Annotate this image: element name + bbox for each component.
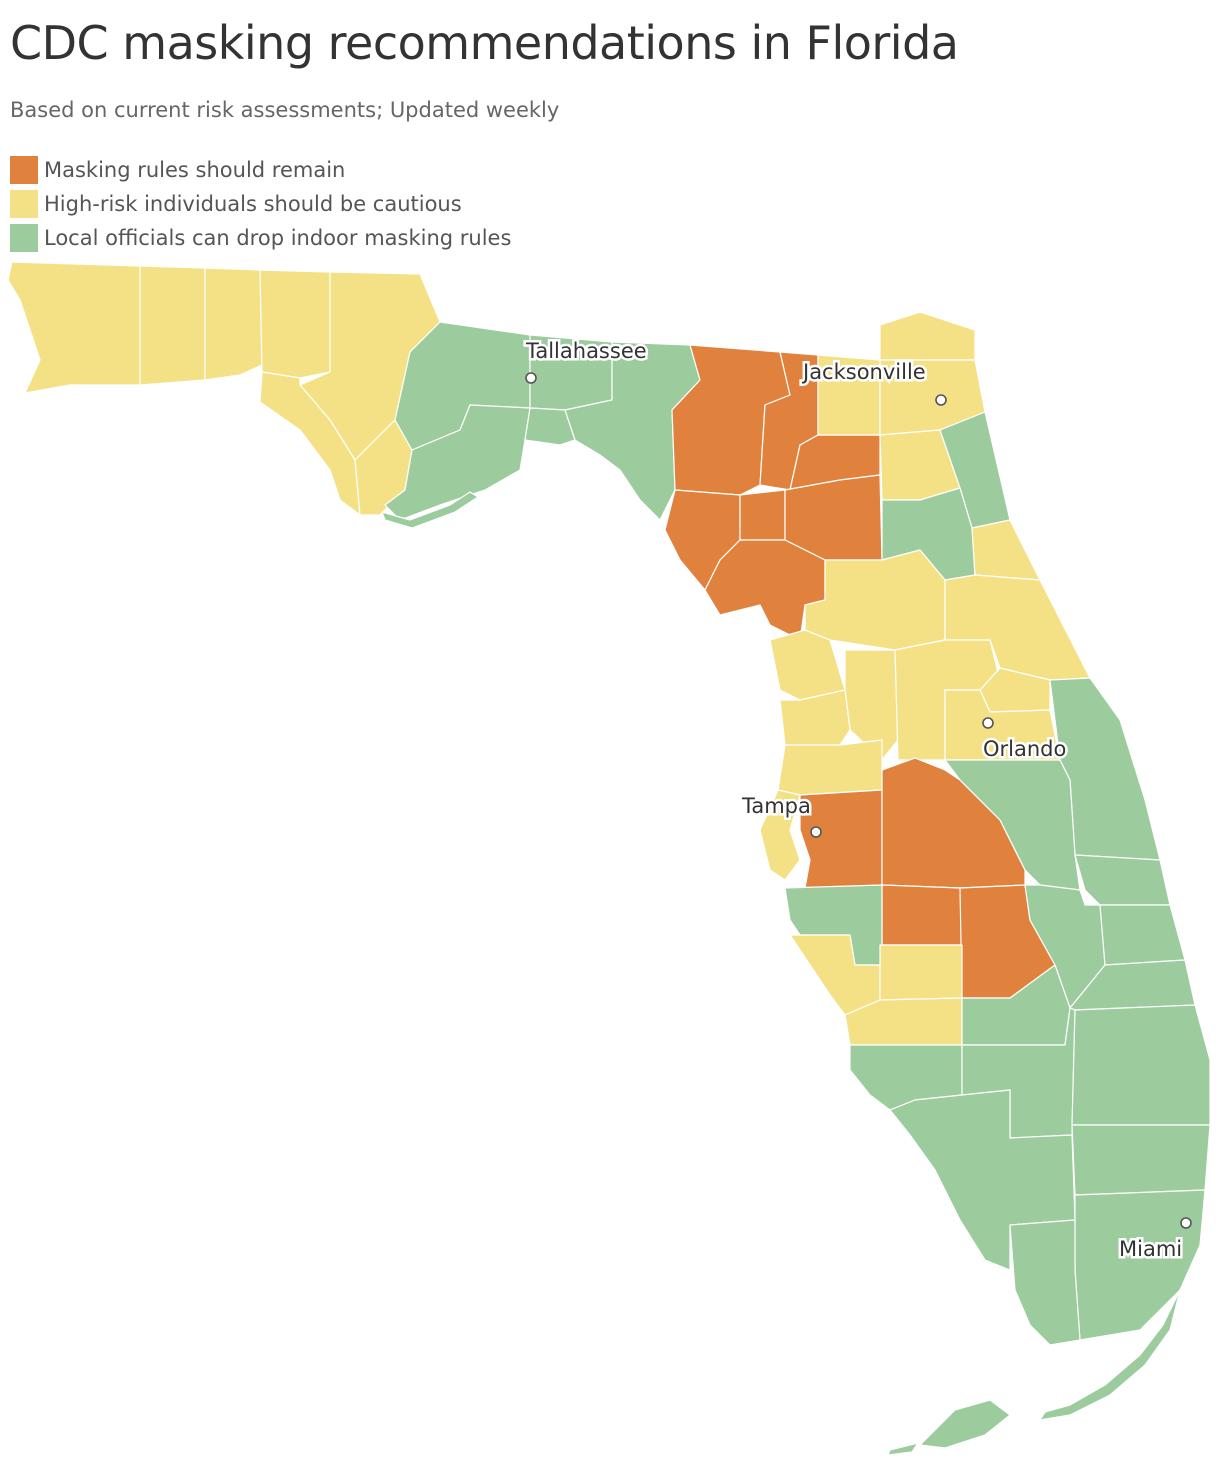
city-dot-miami (1180, 1217, 1192, 1229)
county-indian-river (1074, 854, 1171, 906)
page-subtitle: Based on current risk assessments; Updat… (10, 98, 560, 122)
county-escambia (7, 261, 141, 394)
city-label-orlando: Orlando (983, 737, 1066, 761)
county-walton (259, 269, 331, 379)
city-dot-jacksonville (935, 394, 947, 406)
county-pinellas (759, 789, 801, 881)
legend-label-drop: Local officials can drop indoor masking … (44, 226, 512, 250)
city-dot-tallahassee (525, 372, 537, 384)
city-dot-orlando (982, 717, 994, 729)
county-st-lucie (1099, 904, 1186, 966)
county-broward (1071, 1124, 1211, 1196)
city-dot-tampa (810, 826, 822, 838)
legend-item-cautious: High-risk individuals should be cautious (10, 187, 511, 221)
county-hillsborough (799, 789, 883, 889)
county-wakulla (524, 407, 576, 446)
key-west-island (919, 1399, 1011, 1449)
city-label-miami: Miami (1119, 1237, 1182, 1261)
legend-swatch-remain (10, 156, 38, 184)
county-miami-dade (1074, 1189, 1206, 1341)
legend-label-cautious: High-risk individuals should be cautious (44, 192, 462, 216)
county-hardee (881, 884, 963, 946)
legend: Masking rules should remain High-risk in… (10, 153, 511, 255)
county-hernando (779, 689, 851, 746)
county-nassau (879, 311, 976, 361)
county-pasco (777, 739, 883, 796)
city-label-tallahassee: Tallahassee (525, 339, 647, 363)
county-bay (259, 371, 361, 516)
county-santa-rosa (139, 265, 206, 386)
legend-item-drop: Local officials can drop indoor masking … (10, 221, 511, 255)
legend-item-remain: Masking rules should remain (10, 153, 511, 187)
legend-swatch-cautious (10, 190, 38, 218)
county-desoto (879, 944, 963, 1001)
florida-keys (1039, 1289, 1181, 1421)
county-levy (704, 539, 826, 641)
st-george-island (381, 491, 479, 529)
county-marion (804, 549, 946, 651)
city-label-tampa: Tampa (741, 794, 811, 818)
island-small (887, 1442, 919, 1456)
legend-label-remain: Masking rules should remain (44, 158, 346, 182)
county-flagler (971, 519, 1041, 581)
county-palm-beach (1071, 1004, 1211, 1126)
county-okaloosa (204, 267, 263, 381)
county-gilchrist (739, 489, 786, 541)
city-label-jacksonville: Jacksonville (801, 360, 926, 384)
page-title: CDC masking recommendations in Florida (10, 16, 959, 70)
county-liberty-franklin (384, 404, 531, 521)
legend-swatch-drop (10, 224, 38, 252)
county-monroe (1009, 1219, 1081, 1346)
